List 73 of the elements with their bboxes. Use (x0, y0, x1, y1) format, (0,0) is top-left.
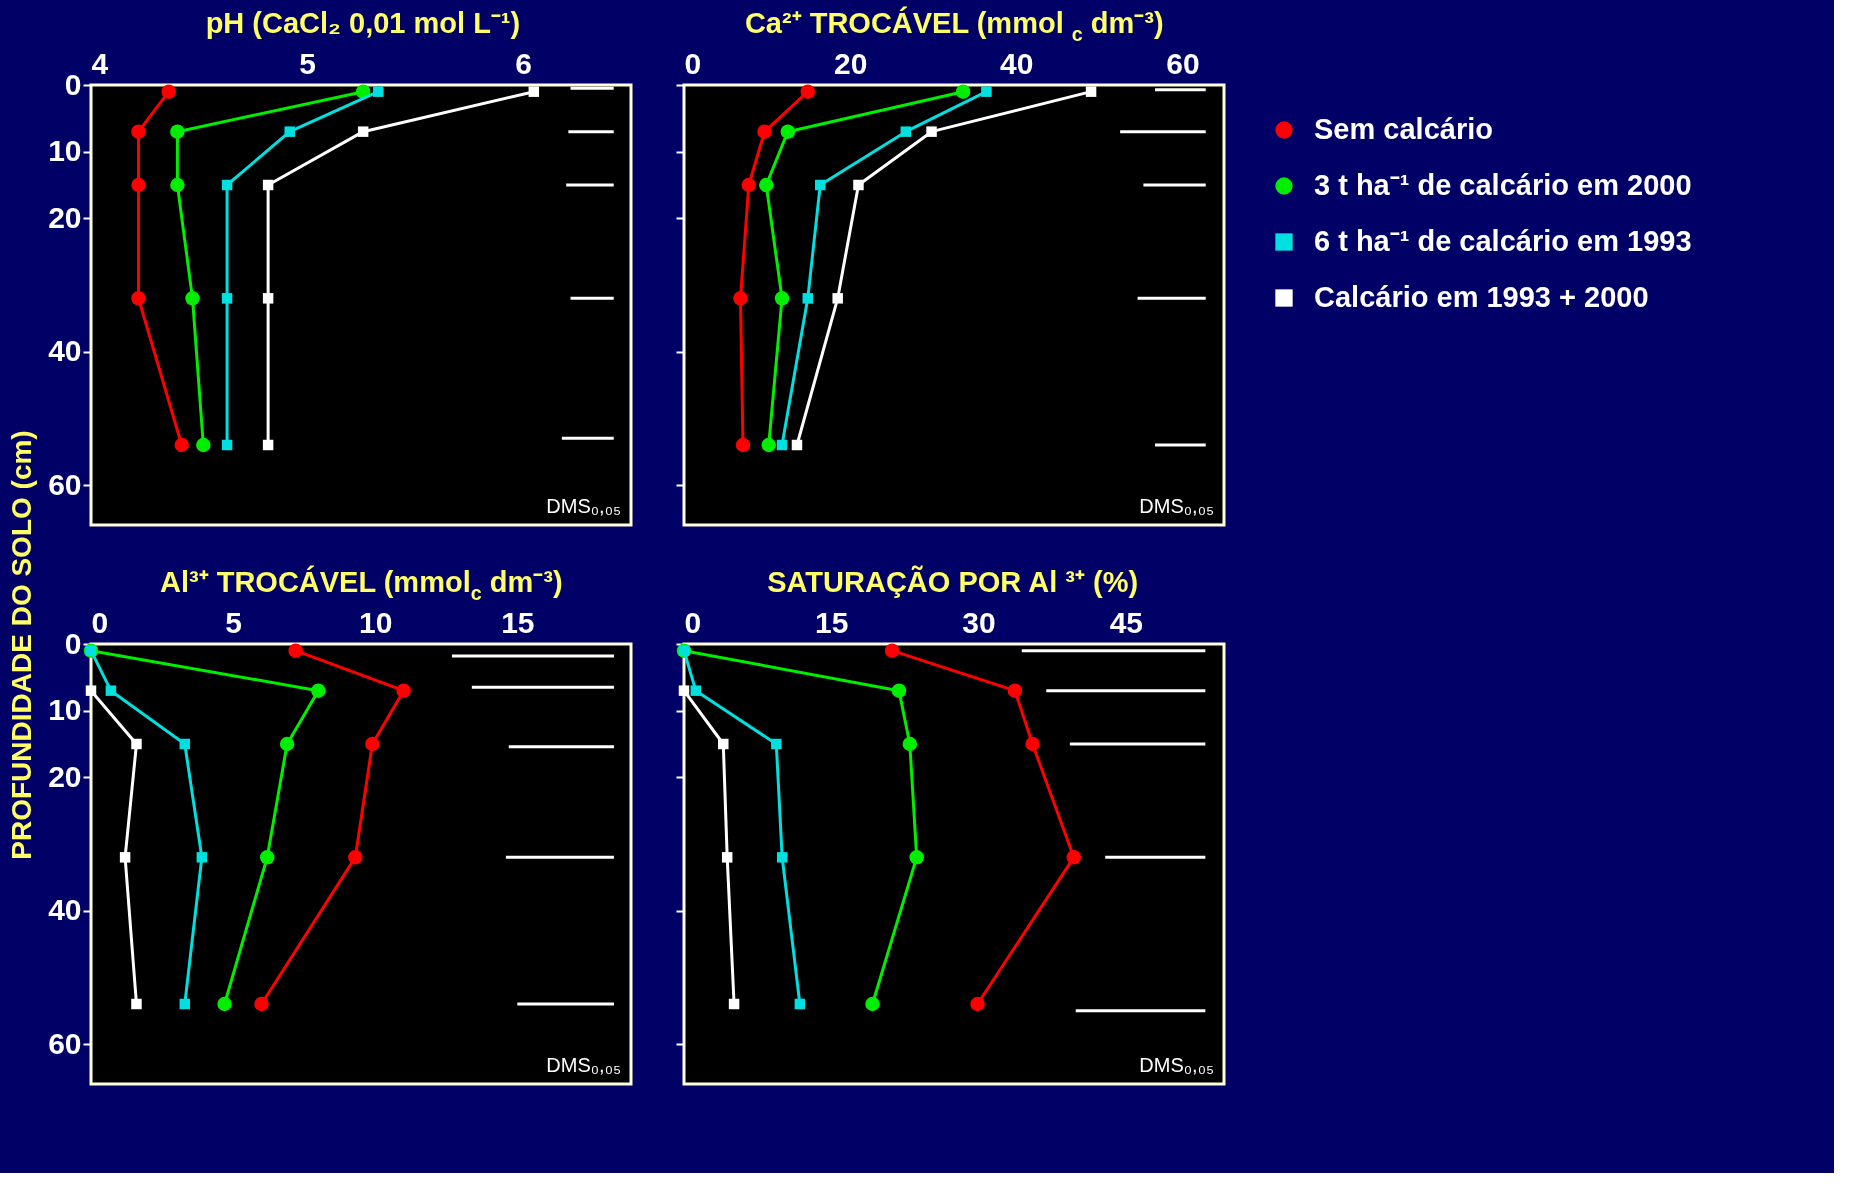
x-tick-label: 0 (684, 46, 702, 80)
x-tick-label: 45 (1109, 605, 1144, 639)
point (728, 998, 740, 1010)
x-tick-label: 30 (962, 605, 996, 639)
point (735, 437, 751, 453)
y-tick-label: 10 (48, 134, 82, 168)
point (1007, 683, 1023, 698)
point (815, 179, 826, 191)
point (865, 996, 880, 1012)
x-tick-label: 15 (815, 605, 849, 639)
y-tick-label: 40 (48, 893, 82, 927)
point (884, 643, 900, 658)
x-tick-label: 10 (359, 605, 393, 639)
point (970, 996, 985, 1012)
point (791, 439, 803, 451)
x-tick-label: 0 (91, 605, 109, 639)
y-tick-label: 0 (64, 67, 82, 101)
x-tick-label: 40 (1000, 46, 1034, 80)
point (955, 84, 971, 99)
x-tick-label: 15 (501, 605, 535, 639)
legend-label: Sem calcário (1314, 113, 1493, 145)
point (718, 738, 729, 750)
x-tick-label: 6 (515, 46, 532, 80)
y-tick-label: 60 (48, 467, 82, 501)
chart-title: SATURAÇÃO POR Al ³⁺ (%) (767, 565, 1139, 598)
point (1085, 86, 1097, 97)
point (800, 84, 816, 99)
x-tick-label: 0 (684, 605, 702, 639)
y-tick-label: 20 (48, 200, 82, 234)
point (1025, 736, 1040, 752)
point (794, 998, 806, 1010)
point (853, 179, 864, 191)
point (1066, 850, 1082, 865)
x-tick-label: 20 (833, 46, 868, 80)
chart-title: pH (CaCl₂ 0,01 mol L⁻¹) (205, 7, 521, 39)
y-tick-label: 40 (48, 334, 82, 368)
point (733, 291, 748, 306)
annotation: DMS₀,₀₅ (1139, 495, 1214, 517)
point (771, 738, 782, 750)
annotation: DMS₀,₀₅ (546, 1054, 621, 1076)
point (891, 683, 907, 698)
point (780, 124, 796, 139)
point (909, 850, 924, 865)
y-tick-label: 20 (48, 759, 82, 793)
point (741, 177, 757, 193)
point (678, 685, 690, 696)
point (900, 126, 912, 137)
point (690, 685, 702, 696)
point (776, 439, 788, 451)
point (802, 293, 814, 304)
point (981, 86, 992, 97)
legend-label: 3 t ha⁻¹ de calcário em 2000 (1314, 169, 1692, 201)
x-tick-label: 4 (91, 46, 109, 80)
annotation: DMS₀,₀₅ (546, 495, 621, 517)
annotation: DMS₀,₀₅ (1139, 1054, 1214, 1076)
x-tick-label: 5 (299, 46, 316, 80)
y-tick-label: 60 (48, 1026, 82, 1060)
point (759, 177, 774, 193)
point (926, 126, 937, 137)
point (757, 124, 772, 139)
point (776, 852, 788, 863)
point (761, 437, 776, 453)
point (832, 293, 843, 304)
point (774, 291, 790, 306)
x-tick-label: 60 (1166, 46, 1200, 80)
legend-label: Calcário em 1993 + 2000 (1314, 281, 1649, 313)
point (902, 736, 918, 752)
y-tick-label: 0 (64, 626, 82, 660)
legend-label: 6 t ha⁻¹ de calcário em 1993 (1314, 225, 1692, 257)
x-tick-label: 5 (225, 605, 242, 639)
y-tick-label: 10 (48, 693, 82, 727)
y-axis-title: PROFUNDIDADE DO SOLO (cm) (6, 430, 37, 860)
point (721, 852, 733, 863)
